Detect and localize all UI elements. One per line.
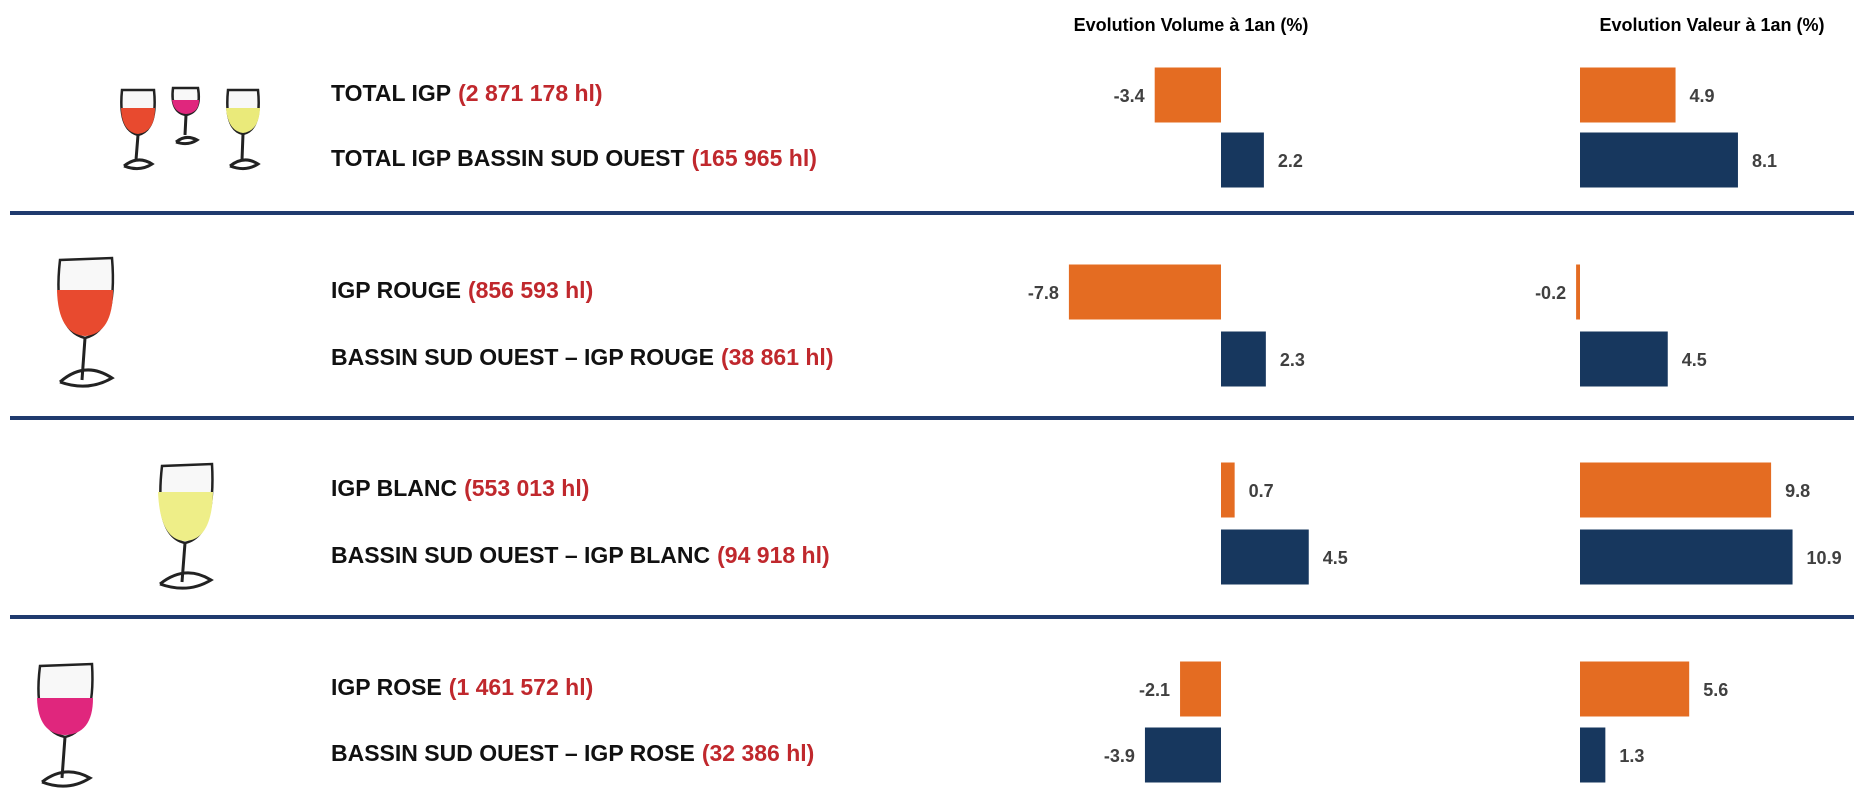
value-label: 1.3 <box>1619 746 1644 766</box>
value-label: 2.2 <box>1278 151 1303 171</box>
row-name: BASSIN SUD OUEST – IGP BLANC <box>331 542 710 568</box>
row-label: TOTAL IGP BASSIN SUD OUEST (165 965 hl) <box>331 145 817 171</box>
row-label: IGP ROUGE (856 593 hl) <box>331 277 593 303</box>
row-label: BASSIN SUD OUEST – IGP BLANC (94 918 hl) <box>331 542 830 568</box>
row-label: BASSIN SUD OUEST – IGP ROSE (32 386 hl) <box>331 740 814 766</box>
bar <box>1580 331 1668 387</box>
bar <box>1221 529 1309 585</box>
value-label: 4.5 <box>1323 548 1348 568</box>
value-label: -2.1 <box>1139 680 1170 700</box>
value-label: -0.2 <box>1535 283 1566 303</box>
chart-title: Evolution Volume à 1an (%) <box>1074 15 1309 35</box>
row-label: TOTAL IGP (2 871 178 hl) <box>331 80 603 106</box>
bar <box>1154 67 1221 123</box>
bar <box>1221 462 1235 518</box>
row-volume: (94 918 hl) <box>717 542 830 568</box>
value-label: 4.5 <box>1682 350 1707 370</box>
row-volume: (38 861 hl) <box>721 344 834 370</box>
row-volume: (2 871 178 hl) <box>458 80 602 106</box>
row-volume: (165 965 hl) <box>692 145 817 171</box>
value-label: 9.8 <box>1785 481 1810 501</box>
bar <box>1580 67 1676 123</box>
icon-rose-glass <box>37 662 94 788</box>
row-name: BASSIN SUD OUEST – IGP ROSE <box>331 740 695 766</box>
row-name: BASSIN SUD OUEST – IGP ROUGE <box>331 344 714 370</box>
value-label: -7.8 <box>1028 283 1059 303</box>
row-volume: (856 593 hl) <box>468 277 593 303</box>
bar <box>1221 132 1264 188</box>
bar <box>1580 462 1772 518</box>
row-name: TOTAL IGP BASSIN SUD OUEST <box>331 145 685 171</box>
row-label: IGP BLANC (553 013 hl) <box>331 475 589 501</box>
bar <box>1144 727 1221 783</box>
row-name: TOTAL IGP <box>331 80 451 106</box>
bar <box>1580 661 1690 717</box>
row-volume: (32 386 hl) <box>702 740 815 766</box>
value-label: 0.7 <box>1249 481 1274 501</box>
value-label: -3.4 <box>1114 86 1145 106</box>
icon-white-glass <box>158 462 214 590</box>
icon-three-glasses <box>120 86 261 171</box>
bar <box>1221 331 1266 387</box>
row-label: IGP ROSE (1 461 572 hl) <box>331 674 593 700</box>
bar <box>1580 132 1738 188</box>
row-volume: (1 461 572 hl) <box>449 674 593 700</box>
row-volume: (553 013 hl) <box>464 475 589 501</box>
bar <box>1580 727 1606 783</box>
row-name: IGP BLANC <box>331 475 457 501</box>
row-label: BASSIN SUD OUEST – IGP ROUGE (38 861 hl) <box>331 344 833 370</box>
separators <box>10 211 1854 619</box>
row-name: IGP ROUGE <box>331 277 461 303</box>
icon-red-glass <box>57 256 115 388</box>
value-label: 4.9 <box>1690 86 1715 106</box>
value-label: 10.9 <box>1807 548 1842 568</box>
value-label: 5.6 <box>1703 680 1728 700</box>
bar <box>1180 661 1221 717</box>
value-label: 8.1 <box>1752 151 1777 171</box>
row-name: IGP ROSE <box>331 674 442 700</box>
bar <box>1580 529 1793 585</box>
bar <box>1576 264 1580 320</box>
chart-title: Evolution Valeur à 1an (%) <box>1599 15 1824 35</box>
value-label: 2.3 <box>1280 350 1305 370</box>
bar <box>1068 264 1221 320</box>
value-label: -3.9 <box>1104 746 1135 766</box>
